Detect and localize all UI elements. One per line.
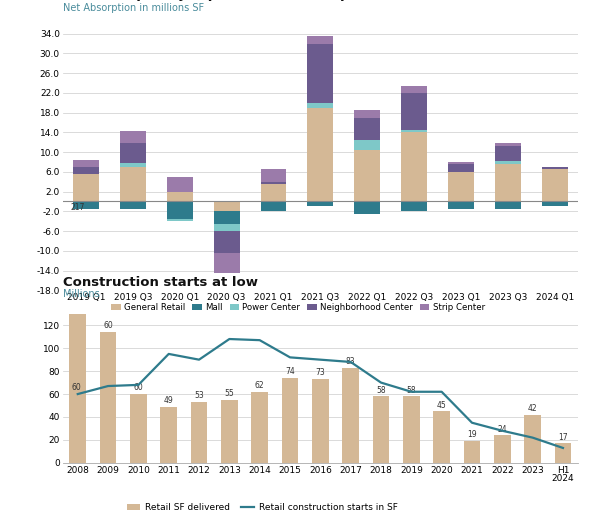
Bar — [120, 167, 146, 201]
Text: 83: 83 — [346, 357, 355, 366]
Bar — [308, 201, 333, 207]
Bar — [355, 118, 380, 140]
Text: Net Absorption in millions SF: Net Absorption in millions SF — [63, 3, 204, 13]
Bar — [433, 411, 450, 463]
Text: 45: 45 — [437, 401, 446, 410]
Text: 42: 42 — [528, 404, 538, 413]
Bar — [73, 160, 99, 167]
Bar — [214, 231, 240, 253]
Bar — [448, 172, 474, 201]
Text: 24: 24 — [498, 425, 507, 434]
Bar — [524, 415, 541, 463]
Bar — [355, 140, 380, 150]
Bar — [252, 392, 268, 463]
Bar — [308, 36, 333, 43]
Bar — [542, 201, 567, 207]
Bar — [355, 201, 380, 214]
Bar — [260, 169, 286, 181]
Legend: Retail SF delivered, Retail construction starts in SF: Retail SF delivered, Retail construction… — [123, 499, 401, 516]
Bar — [495, 161, 521, 164]
Bar — [120, 201, 146, 209]
Bar — [495, 143, 521, 146]
Bar — [312, 379, 328, 463]
Bar — [221, 400, 238, 463]
Text: 217: 217 — [70, 203, 85, 212]
Bar — [308, 43, 333, 103]
Text: 58: 58 — [406, 385, 416, 395]
Bar — [214, 201, 240, 211]
Bar — [542, 169, 567, 201]
Text: 19: 19 — [467, 430, 477, 439]
Text: Net absorption jumps in the second quarter: Net absorption jumps in the second quart… — [63, 0, 391, 1]
Bar — [355, 110, 380, 118]
Bar — [73, 201, 99, 209]
Bar — [448, 162, 474, 164]
Bar — [308, 108, 333, 201]
Bar — [308, 103, 333, 108]
Bar — [401, 201, 427, 211]
Bar — [401, 93, 427, 130]
Text: 62: 62 — [255, 381, 265, 390]
Text: 58: 58 — [376, 385, 386, 395]
Text: 60: 60 — [134, 383, 143, 392]
Bar — [120, 163, 146, 167]
Bar — [73, 174, 99, 201]
Bar — [214, 211, 240, 224]
Bar — [160, 407, 177, 463]
Bar — [130, 394, 147, 463]
Bar — [260, 181, 286, 184]
Bar — [401, 130, 427, 132]
Bar — [167, 191, 193, 201]
Text: Construction starts at low: Construction starts at low — [63, 276, 257, 289]
Bar — [342, 368, 359, 463]
Bar — [120, 131, 146, 143]
Bar — [282, 378, 299, 463]
Bar — [260, 201, 286, 211]
Bar — [191, 402, 207, 463]
Bar — [167, 177, 193, 191]
Bar — [448, 201, 474, 209]
Text: 74: 74 — [285, 367, 295, 376]
Bar — [167, 219, 193, 221]
Bar — [260, 184, 286, 201]
Legend: General Retail, Mall, Power Center, Neighborhood Center, Strip Center: General Retail, Mall, Power Center, Neig… — [108, 300, 488, 316]
Bar — [401, 85, 427, 93]
Bar — [495, 201, 521, 209]
Text: 49: 49 — [164, 396, 173, 405]
Bar — [214, 224, 240, 231]
Bar — [401, 132, 427, 201]
Text: 53: 53 — [194, 391, 204, 401]
Text: 60: 60 — [72, 383, 81, 392]
Bar — [464, 441, 480, 463]
Text: 17: 17 — [558, 433, 568, 441]
Bar — [555, 444, 572, 463]
Bar — [214, 253, 240, 273]
Bar — [495, 164, 521, 201]
Bar — [120, 143, 146, 163]
Bar — [372, 396, 389, 463]
Bar — [69, 214, 86, 463]
Bar — [167, 201, 193, 219]
Text: 60: 60 — [103, 322, 113, 331]
Bar — [542, 167, 567, 169]
Bar — [448, 164, 474, 172]
Bar — [100, 332, 116, 463]
Bar — [403, 396, 420, 463]
Bar — [494, 435, 511, 463]
Text: Millions: Millions — [63, 289, 100, 299]
Bar — [495, 146, 521, 161]
Bar — [355, 150, 380, 201]
Bar — [73, 167, 99, 174]
Text: 55: 55 — [225, 389, 234, 398]
Text: 73: 73 — [315, 368, 325, 378]
